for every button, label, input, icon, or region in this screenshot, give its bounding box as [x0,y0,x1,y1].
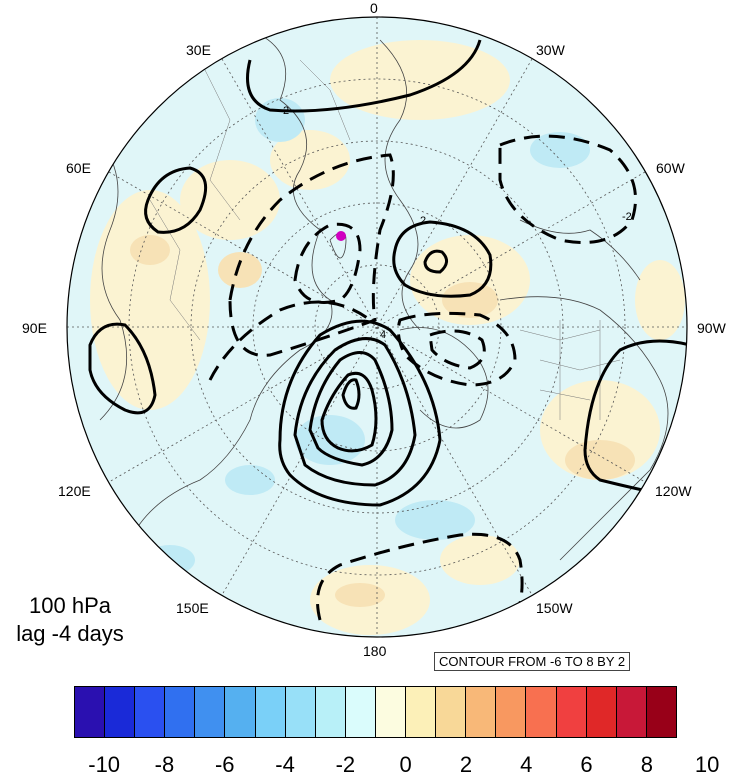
lon-label-150w: 150W [536,600,573,616]
contour-negative [428,329,486,370]
lon-label-0: 0 [370,0,378,16]
location-marker [336,231,346,241]
lon-label-180: 180 [363,643,387,659]
lon-label-30e: 30E [186,42,211,58]
contour-label: 4 [380,329,386,341]
colorbar-tick-label: -4 [275,752,295,777]
colorbar-cell [285,687,316,737]
colorbar-labels: -10 -8 -6 -4 -2 0 2 4 6 8 10 [74,752,719,780]
colorbar-tick-label: 2 [459,752,473,777]
colorbar-tick-label: -2 [335,752,356,777]
contour-positive [278,319,442,507]
colorbar-tick-label: 10 [694,752,720,777]
colorbar-tick-label: 0 [399,752,412,777]
colorbar-cell [436,687,467,737]
colorbar-cell [105,687,136,737]
colorbar-tick-label: -10 [88,752,121,777]
colorbar-cell [225,687,256,737]
colorbar-tick-label: 8 [640,752,653,777]
colorbar-cell [135,687,166,737]
colorbar-tick-label: 4 [520,752,533,777]
colorbar-cell [195,687,226,737]
colorbar-cell [526,687,557,737]
contour-positive [392,220,493,298]
pressure-level: 100 hPa [29,593,111,618]
lon-label-120w: 120W [655,483,692,499]
lon-label-30w: 30W [536,42,565,58]
lon-label-90w: 90W [697,320,726,336]
contour-positive [423,249,448,274]
colorbar-cell [315,687,346,737]
colorbar-tick-label: -8 [154,752,175,777]
contour-positive [293,337,417,487]
contour-positive [144,166,208,234]
colorbar-cell [345,687,376,737]
lon-label-120e: 120E [58,483,91,499]
colorbar [74,686,677,738]
contour-positive [320,371,378,453]
colorbar-tick-label: -6 [214,752,235,777]
colorbar-cell [406,687,437,737]
contour-label: -2 [622,211,632,223]
contour-positive [341,378,361,410]
contour-info-box: CONTOUR FROM -6 TO 8 BY 2 [434,652,631,671]
colorbar-cell [556,687,587,737]
lon-label-60w: 60W [656,160,685,176]
lon-label-60e: 60E [66,160,91,176]
colorbar-cell [75,687,106,737]
contour-negative [498,134,637,244]
colorbar-cell [466,687,497,737]
contour-labels: 2 -2 2 4 [283,105,632,341]
map-border [66,16,688,638]
contour-positive [246,39,482,113]
anomaly-shading [90,40,685,635]
colorbar-cell [646,687,676,737]
contours-negative [208,134,637,621]
contour-positive [308,351,394,467]
colorbar-tick-label: 6 [580,752,593,777]
contour-label: 2 [283,105,289,117]
contour-negative [316,532,524,621]
borders [149,59,621,420]
plot-title: 100 hPa lag -4 days [0,592,140,648]
contour-positive [583,339,687,502]
contour-positive [88,322,157,415]
colorbar-cell [496,687,527,737]
colorbar-cell [255,687,286,737]
polar-map: 2 -2 2 4 [66,16,688,638]
colorbar-cell [616,687,647,737]
lon-label-150e: 150E [176,600,209,616]
contour-label: 2 [420,215,426,227]
lag-label: lag -4 days [16,621,124,646]
colorbar-cell [375,687,407,737]
contour-negative [396,311,517,387]
colorbar-cell [165,687,196,737]
contour-negative [293,222,362,304]
contours [88,39,687,507]
contour-negative [228,153,395,357]
lon-label-90e: 90E [22,320,47,336]
contour-negative [208,300,371,381]
colorbar-cell [586,687,617,737]
